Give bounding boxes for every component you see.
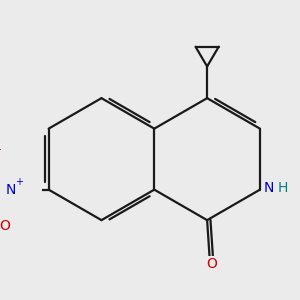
Text: O: O	[207, 257, 218, 271]
Text: H: H	[277, 182, 288, 195]
Text: -: -	[0, 143, 1, 156]
Text: +: +	[15, 177, 23, 187]
Text: N: N	[263, 182, 274, 195]
Text: O: O	[0, 219, 10, 233]
Text: N: N	[6, 183, 16, 196]
